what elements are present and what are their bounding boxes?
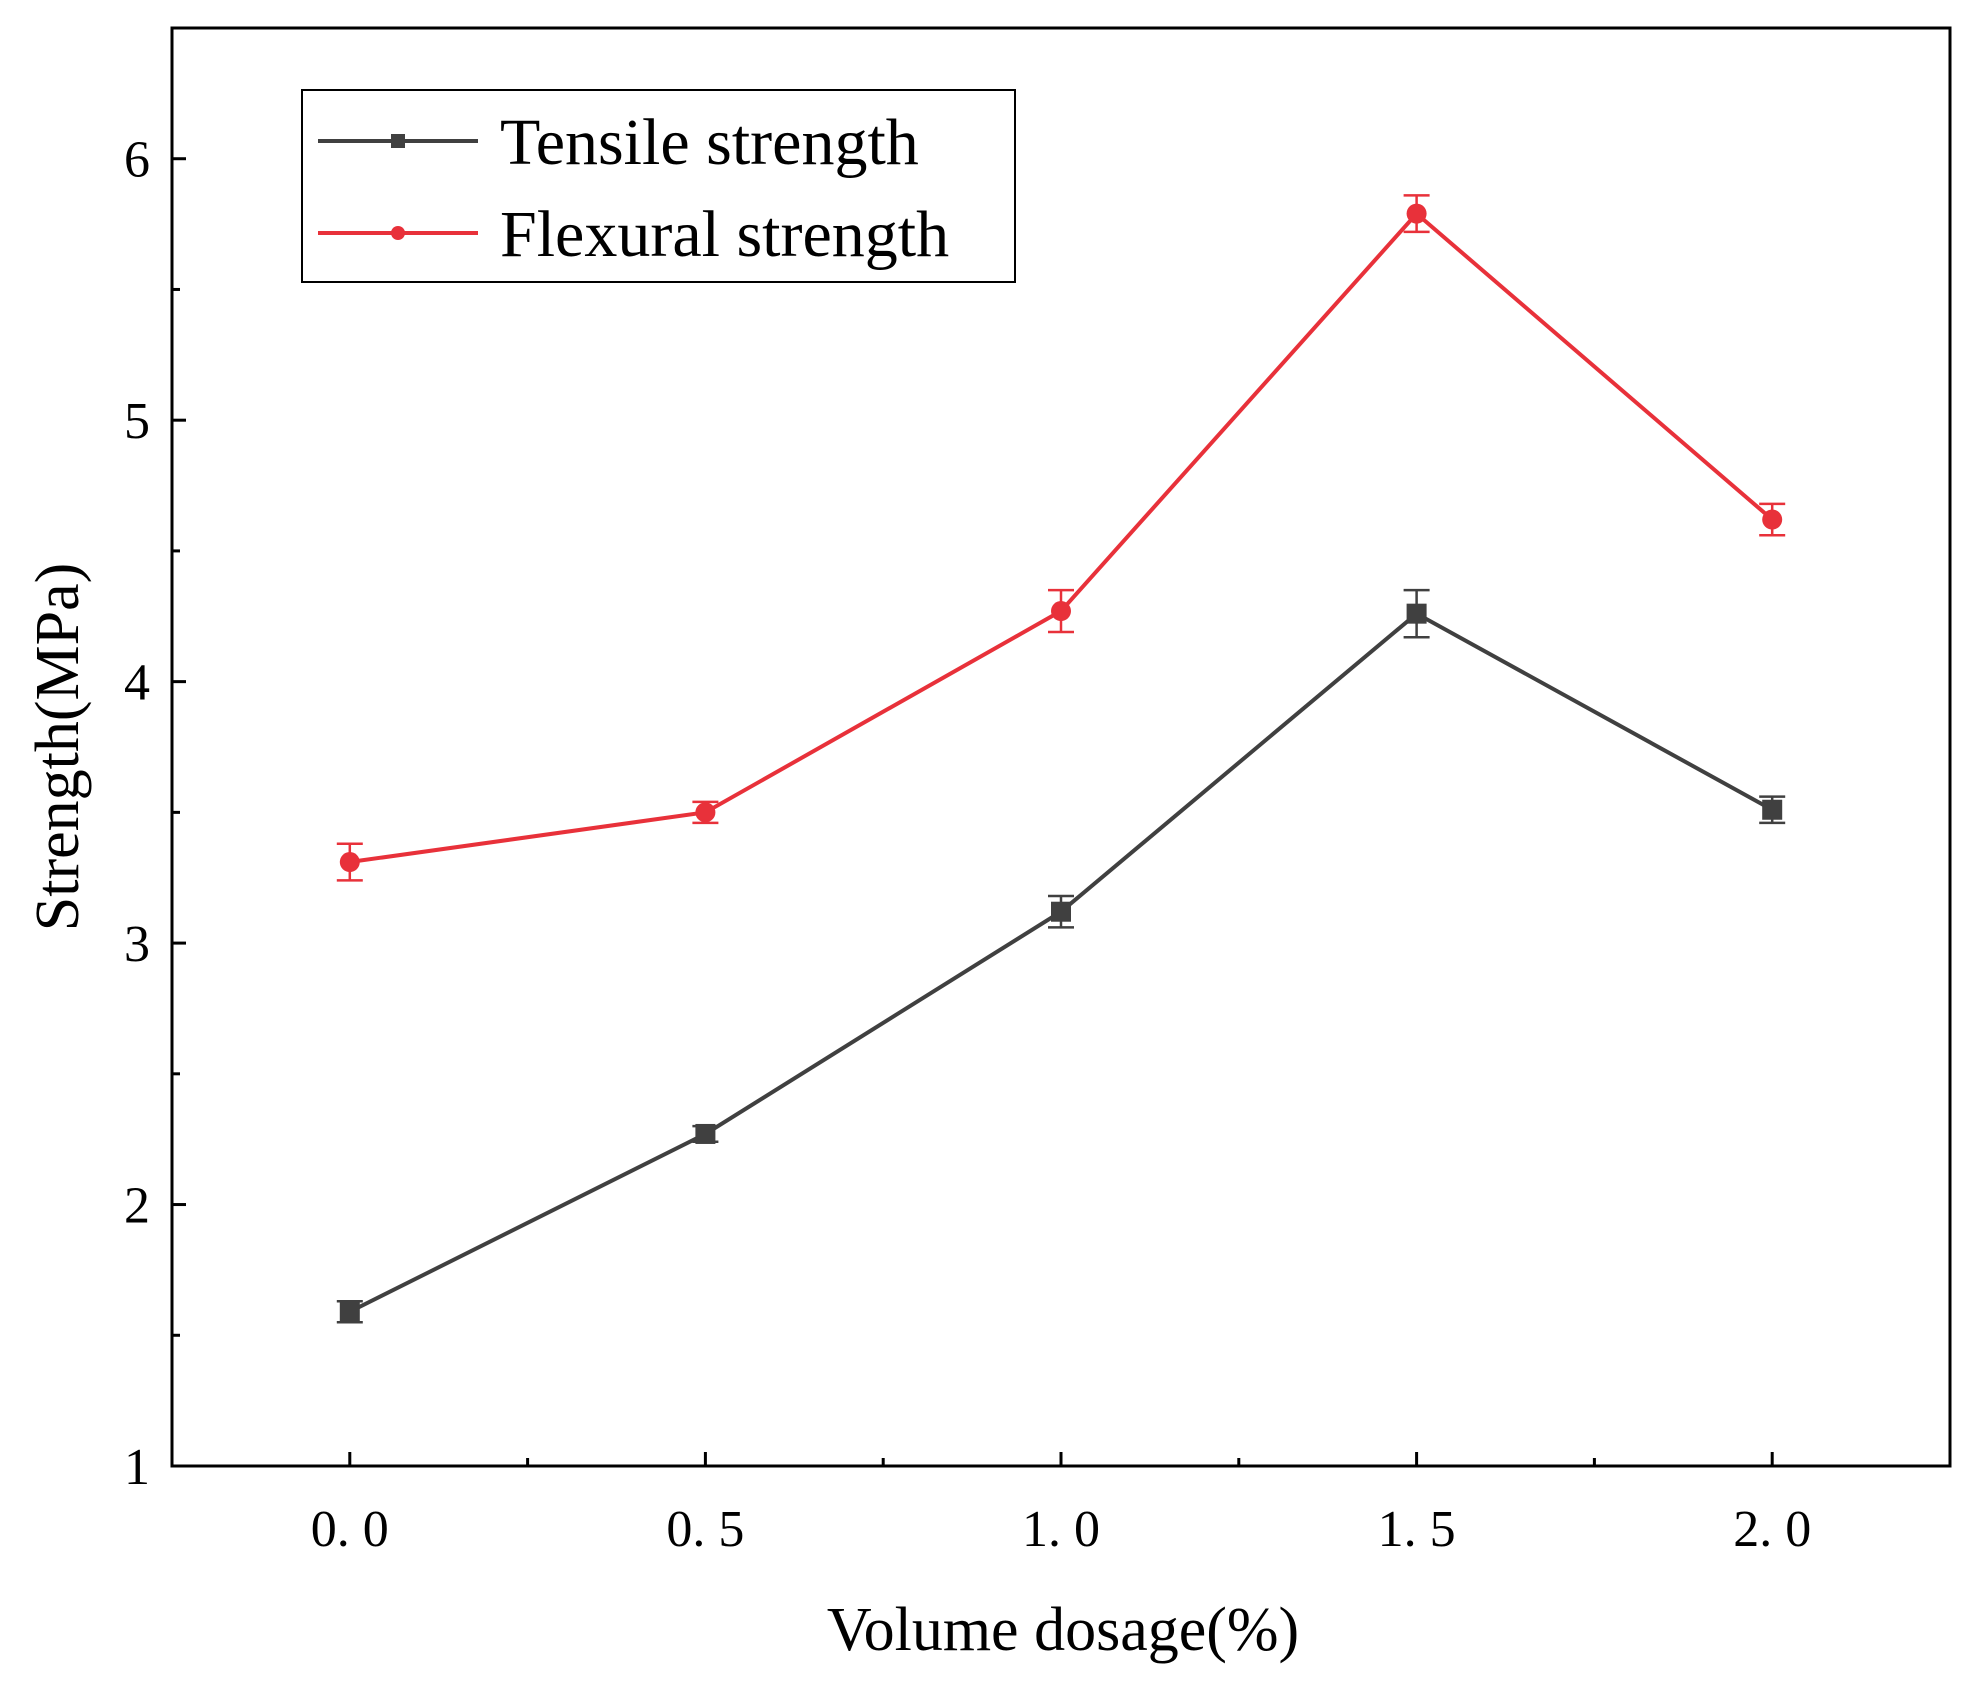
x-tick-label-3: 1. 5 bbox=[1378, 1501, 1456, 1558]
y-tick-label-3: 4 bbox=[124, 655, 150, 712]
legend: Tensile strength Flexural strength bbox=[301, 89, 1016, 283]
x-axis-ticks: 0. 0 0. 5 1. 0 1. 5 2. 0 bbox=[170, 1452, 1952, 1558]
legend-box bbox=[301, 89, 1016, 283]
series-1 bbox=[336, 194, 1786, 882]
data-point bbox=[1051, 601, 1071, 622]
legend-marker bbox=[391, 134, 405, 148]
series-line-0 bbox=[348, 611, 1774, 1314]
legend-marker bbox=[391, 226, 405, 240]
y-axis-title: Strength(MPa) bbox=[24, 563, 92, 932]
data-point bbox=[1762, 799, 1783, 820]
legend-item-0: Tensile strength bbox=[318, 106, 919, 179]
y-tick-label-1: 2 bbox=[124, 1178, 150, 1235]
legend-label-0: Tensile strength bbox=[500, 106, 919, 179]
data-point bbox=[1406, 203, 1427, 224]
series-0 bbox=[336, 588, 1786, 1324]
data-point bbox=[1051, 901, 1071, 922]
data-point bbox=[695, 802, 716, 823]
data-point bbox=[339, 852, 360, 873]
x-axis-title: Volume dosage(%) bbox=[827, 1596, 1299, 1664]
data-point bbox=[1406, 603, 1427, 624]
data-point bbox=[695, 1123, 716, 1144]
legend-item-1: Flexural strength bbox=[318, 198, 949, 271]
y-tick-label-5: 6 bbox=[124, 132, 150, 189]
x-tick-label-4: 2. 0 bbox=[1733, 1501, 1811, 1558]
x-tick-label-1: 0. 5 bbox=[666, 1501, 744, 1558]
y-tick-label-4: 5 bbox=[124, 393, 150, 450]
y-axis-ticks: 1 2 3 4 5 6 bbox=[124, 132, 186, 1496]
y-tick-label-2: 3 bbox=[124, 916, 150, 973]
series-line-1 bbox=[349, 210, 1774, 865]
data-point bbox=[339, 1301, 360, 1322]
x-tick-label-0: 0. 0 bbox=[311, 1501, 389, 1558]
data-point bbox=[1762, 509, 1783, 530]
y-tick-label-0: 1 bbox=[124, 1439, 150, 1496]
series-layer bbox=[336, 194, 1786, 1324]
legend-label-1: Flexural strength bbox=[500, 198, 949, 271]
x-tick-label-2: 1. 0 bbox=[1022, 1501, 1100, 1558]
plot-frame bbox=[170, 26, 1952, 1468]
